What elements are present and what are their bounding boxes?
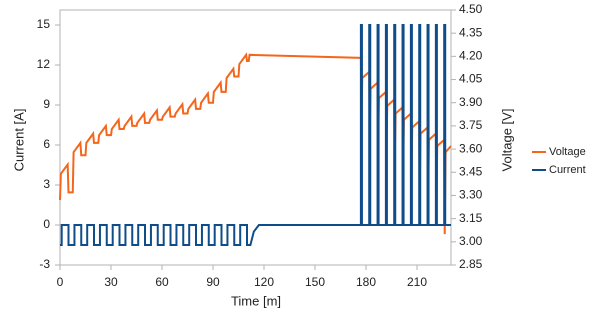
x-axis-title: Time [m] xyxy=(231,293,281,308)
y2-tick-label: 3.00 xyxy=(459,234,483,248)
x-tick-label: 180 xyxy=(356,275,376,289)
legend-label: Voltage xyxy=(549,146,586,158)
series-line xyxy=(59,52,452,235)
plot-frame xyxy=(59,9,452,266)
y-tick-label: 0 xyxy=(43,217,50,231)
y-tick-label: 15 xyxy=(37,17,51,31)
y-tick-label: 9 xyxy=(43,97,50,111)
y2-tick-label: 4.35 xyxy=(459,25,483,39)
y2-axis-title: Voltage [V] xyxy=(499,109,514,172)
y-tick-label: -3 xyxy=(39,257,50,271)
y2-tick-label: 3.90 xyxy=(459,95,483,109)
y-tick-label: 6 xyxy=(43,137,50,151)
y-tick-label: 3 xyxy=(43,177,50,191)
x-tick-label: 60 xyxy=(155,275,169,289)
y2-tick-label: 3.60 xyxy=(459,141,483,155)
y2-tick-label: 4.20 xyxy=(459,49,483,63)
y2-tick-label: 4.05 xyxy=(459,72,483,86)
x-tick-label: 150 xyxy=(305,275,325,289)
y2-tick-label: 4.50 xyxy=(459,2,483,16)
y2-tick-label: 2.85 xyxy=(459,257,483,271)
series-line xyxy=(60,24,451,246)
y-tick-label: 12 xyxy=(37,57,51,71)
x-tick-label: 90 xyxy=(206,275,220,289)
legend-label: Current xyxy=(549,164,586,176)
y-axis-title: Current [A] xyxy=(11,109,26,172)
x-tick-label: 0 xyxy=(57,275,64,289)
y2-tick-label: 3.75 xyxy=(459,118,483,132)
y2-tick-label: 3.30 xyxy=(459,188,483,202)
x-tick-label: 210 xyxy=(407,275,427,289)
y2-tick-label: 3.45 xyxy=(459,164,483,178)
y2-tick-label: 3.15 xyxy=(459,211,483,225)
x-tick-label: 30 xyxy=(104,275,118,289)
x-tick-label: 120 xyxy=(254,275,274,289)
